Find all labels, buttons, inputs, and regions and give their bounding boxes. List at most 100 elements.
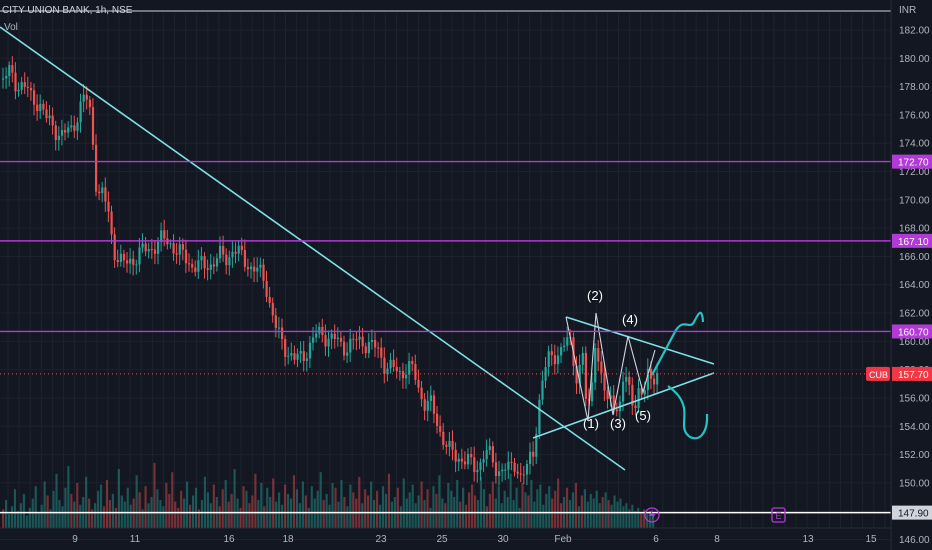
volume-bar bbox=[13, 489, 17, 528]
price-tick-label: 170.00 bbox=[899, 195, 930, 206]
candle-body bbox=[377, 347, 380, 349]
candle-body bbox=[271, 302, 274, 316]
candle-body bbox=[70, 125, 73, 128]
candle-body bbox=[268, 296, 271, 303]
volume-bar bbox=[105, 479, 109, 528]
volume-bar bbox=[613, 495, 616, 528]
volume-bar bbox=[239, 507, 242, 528]
candle-body bbox=[48, 115, 51, 119]
candle-body bbox=[172, 243, 175, 254]
volume-bar bbox=[96, 490, 100, 528]
volume-bar bbox=[530, 479, 533, 528]
volume-bar bbox=[209, 503, 212, 528]
wave-label: (2) bbox=[587, 288, 603, 303]
candle-body bbox=[426, 400, 429, 411]
volume-bar bbox=[411, 484, 414, 528]
volume-bar bbox=[126, 487, 129, 528]
volume-bar bbox=[168, 493, 171, 528]
candlestick-series bbox=[2, 56, 659, 486]
candle-body bbox=[237, 245, 240, 254]
chart-grid bbox=[0, 10, 891, 541]
volume-bar bbox=[245, 490, 248, 528]
wave-zigzag bbox=[565, 312, 656, 422]
dividend-event-icon bbox=[644, 507, 660, 523]
volume-bar bbox=[191, 495, 195, 528]
volume-bar bbox=[328, 504, 331, 528]
volume-bar bbox=[524, 492, 527, 528]
candle-body bbox=[281, 327, 284, 340]
candle-body bbox=[411, 360, 414, 365]
volume-bar bbox=[25, 515, 28, 528]
candle-body bbox=[132, 258, 135, 265]
candle-body bbox=[553, 355, 556, 365]
time-tick-label: 25 bbox=[436, 534, 448, 545]
volume-bar bbox=[28, 507, 31, 528]
volume-bar bbox=[402, 478, 405, 528]
price-axis: INR146.00148.00150.00152.00154.00156.001… bbox=[866, 0, 932, 550]
earnings-event-icon bbox=[771, 507, 786, 523]
candle-body bbox=[104, 187, 107, 202]
candle-body bbox=[370, 339, 374, 343]
volume-bar bbox=[325, 493, 328, 528]
volume-bar bbox=[304, 495, 307, 528]
volume-bar bbox=[557, 478, 560, 528]
candle-body bbox=[383, 357, 386, 374]
candle-body bbox=[482, 459, 485, 463]
volume-bar bbox=[512, 500, 515, 528]
candle-body bbox=[191, 264, 194, 268]
candle-body bbox=[420, 387, 423, 400]
currency-label: INR bbox=[899, 5, 916, 16]
volume-bar bbox=[640, 512, 643, 528]
candle-body bbox=[457, 458, 460, 462]
volume-bar bbox=[554, 490, 557, 528]
candle-body bbox=[8, 65, 11, 77]
volume-bar bbox=[194, 487, 198, 528]
candle-body bbox=[274, 315, 277, 328]
volume-bar bbox=[515, 487, 518, 528]
price-tick-label: 182.00 bbox=[899, 25, 930, 36]
candle-body bbox=[293, 353, 296, 360]
candle-body bbox=[79, 101, 82, 123]
volume-bar bbox=[117, 469, 120, 528]
time-tick-label: 16 bbox=[223, 534, 235, 545]
candle-body bbox=[649, 368, 653, 379]
volume-bar bbox=[604, 492, 607, 528]
candle-body bbox=[544, 367, 547, 381]
volume-bar bbox=[370, 481, 373, 528]
candle-body bbox=[219, 245, 222, 259]
candle-body bbox=[42, 103, 45, 110]
volume-bar bbox=[227, 501, 230, 528]
volume-bar bbox=[4, 500, 8, 528]
volume-bar bbox=[616, 501, 619, 528]
candle-body bbox=[101, 187, 104, 194]
volume-bar bbox=[200, 500, 204, 528]
candle-body bbox=[600, 361, 603, 373]
volume-bar bbox=[218, 506, 221, 528]
volume-bar bbox=[147, 503, 150, 528]
candle-body bbox=[33, 90, 36, 105]
candle-body bbox=[485, 450, 488, 460]
volume-bar bbox=[286, 493, 290, 528]
candle-body bbox=[308, 342, 312, 359]
candle-body bbox=[405, 374, 408, 379]
price-tick-label: 162.00 bbox=[899, 309, 930, 320]
time-tick-label: 8 bbox=[714, 534, 720, 545]
candle-body bbox=[318, 326, 321, 334]
wave-label: (4) bbox=[622, 312, 638, 327]
candle-body bbox=[64, 130, 67, 133]
volume-bar bbox=[429, 507, 432, 528]
candle-body bbox=[643, 390, 646, 395]
candle-body bbox=[408, 360, 411, 375]
volume-bar bbox=[500, 503, 503, 528]
candle-body bbox=[265, 280, 268, 297]
volume-bar bbox=[473, 495, 477, 528]
symbol-legend: CITY UNION BANK, 1h, NSE bbox=[2, 4, 132, 17]
volume-bar bbox=[251, 495, 254, 528]
candle-body bbox=[380, 347, 383, 358]
candle-body bbox=[541, 380, 544, 400]
volume-bar bbox=[233, 469, 236, 528]
volume-bar bbox=[102, 506, 106, 528]
volume-bar bbox=[70, 493, 73, 528]
volume-bar bbox=[165, 483, 168, 528]
